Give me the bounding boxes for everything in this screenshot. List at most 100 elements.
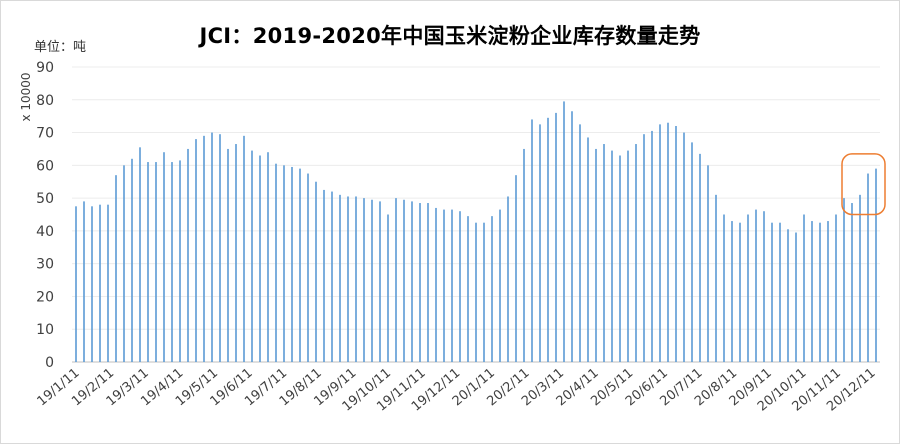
bar xyxy=(619,155,621,362)
bar xyxy=(747,214,749,362)
y-tick-label: 30 xyxy=(36,257,54,273)
bar xyxy=(251,150,253,362)
bar xyxy=(579,124,581,362)
bar xyxy=(363,198,365,362)
bar xyxy=(723,214,725,362)
bar xyxy=(355,196,357,362)
bar xyxy=(171,162,173,362)
bar xyxy=(299,168,301,362)
bar xyxy=(371,199,373,362)
bar xyxy=(563,101,565,363)
y-tick-label: 70 xyxy=(36,126,54,142)
bar xyxy=(811,221,813,362)
bar xyxy=(651,130,653,362)
bar xyxy=(659,124,661,362)
bar xyxy=(179,160,181,362)
bar xyxy=(843,198,845,362)
unit-label: 单位：吨 xyxy=(34,40,87,55)
bar xyxy=(227,148,229,362)
bar xyxy=(491,216,493,362)
y-tick-label: 90 xyxy=(36,60,54,76)
bar xyxy=(675,126,677,362)
y-axis-ticks: 0 10 20 30 40 50 60 70 80 90 xyxy=(36,60,54,371)
bars xyxy=(75,101,877,363)
bar xyxy=(267,152,269,362)
y-tick-label: 10 xyxy=(36,322,54,338)
bar xyxy=(587,137,589,362)
bar xyxy=(219,134,221,362)
bar xyxy=(691,142,693,362)
bar xyxy=(771,222,773,362)
bar xyxy=(483,222,485,362)
bar xyxy=(859,194,861,362)
bar xyxy=(827,221,829,362)
bar xyxy=(403,199,405,362)
bar xyxy=(531,119,533,362)
bar xyxy=(435,207,437,362)
bar xyxy=(475,222,477,362)
bar xyxy=(779,222,781,362)
bar xyxy=(283,165,285,362)
y-tick-label: 20 xyxy=(36,289,54,305)
bar xyxy=(595,148,597,362)
y-tick-label: 60 xyxy=(36,158,54,174)
bar xyxy=(707,165,709,362)
bar xyxy=(851,203,853,362)
bar xyxy=(819,222,821,362)
bar xyxy=(699,153,701,362)
bar xyxy=(795,232,797,362)
bar xyxy=(107,204,109,362)
y-axis-label: x 10000 xyxy=(19,72,33,121)
bar xyxy=(131,158,133,362)
bar xyxy=(427,203,429,362)
bar xyxy=(115,175,117,362)
bar xyxy=(331,191,333,362)
bar xyxy=(379,201,381,362)
bar xyxy=(83,201,85,362)
bar xyxy=(635,144,637,362)
y-tick-label: 50 xyxy=(36,191,54,207)
bar xyxy=(195,139,197,362)
y-tick-label: 80 xyxy=(36,93,54,109)
bar xyxy=(243,135,245,362)
bar xyxy=(611,150,613,362)
bar xyxy=(451,209,453,362)
bar xyxy=(387,214,389,362)
bar xyxy=(755,209,757,362)
x-axis-ticks: 19/1/1119/2/1119/3/1119/4/1119/5/1119/6/… xyxy=(35,366,879,415)
y-tick-label: 40 xyxy=(36,224,54,240)
bar xyxy=(411,201,413,362)
highlight-box xyxy=(841,153,886,216)
bar xyxy=(731,221,733,362)
bar xyxy=(291,166,293,362)
bar xyxy=(307,173,309,362)
bar xyxy=(155,162,157,362)
bar xyxy=(139,147,141,362)
bar xyxy=(867,173,869,362)
bar xyxy=(499,209,501,362)
bar xyxy=(147,162,149,362)
bar xyxy=(315,181,317,362)
bar xyxy=(715,194,717,362)
bar xyxy=(259,155,261,362)
chart-title: JCI：2019-2020年中国玉米淀粉企业库存数量走势 xyxy=(199,24,701,48)
bar xyxy=(539,124,541,362)
bar xyxy=(507,196,509,362)
y-tick-label: 0 xyxy=(45,355,54,371)
bar xyxy=(683,132,685,362)
bar xyxy=(275,163,277,362)
bar xyxy=(211,132,213,362)
bar xyxy=(875,168,877,362)
bar xyxy=(163,152,165,362)
bar xyxy=(515,175,517,362)
bar xyxy=(739,222,741,362)
bar xyxy=(419,203,421,362)
bar xyxy=(667,122,669,362)
bar xyxy=(571,111,573,362)
bar xyxy=(187,148,189,362)
bar xyxy=(91,206,93,362)
bar xyxy=(347,196,349,362)
bar xyxy=(203,135,205,362)
bar xyxy=(523,148,525,362)
